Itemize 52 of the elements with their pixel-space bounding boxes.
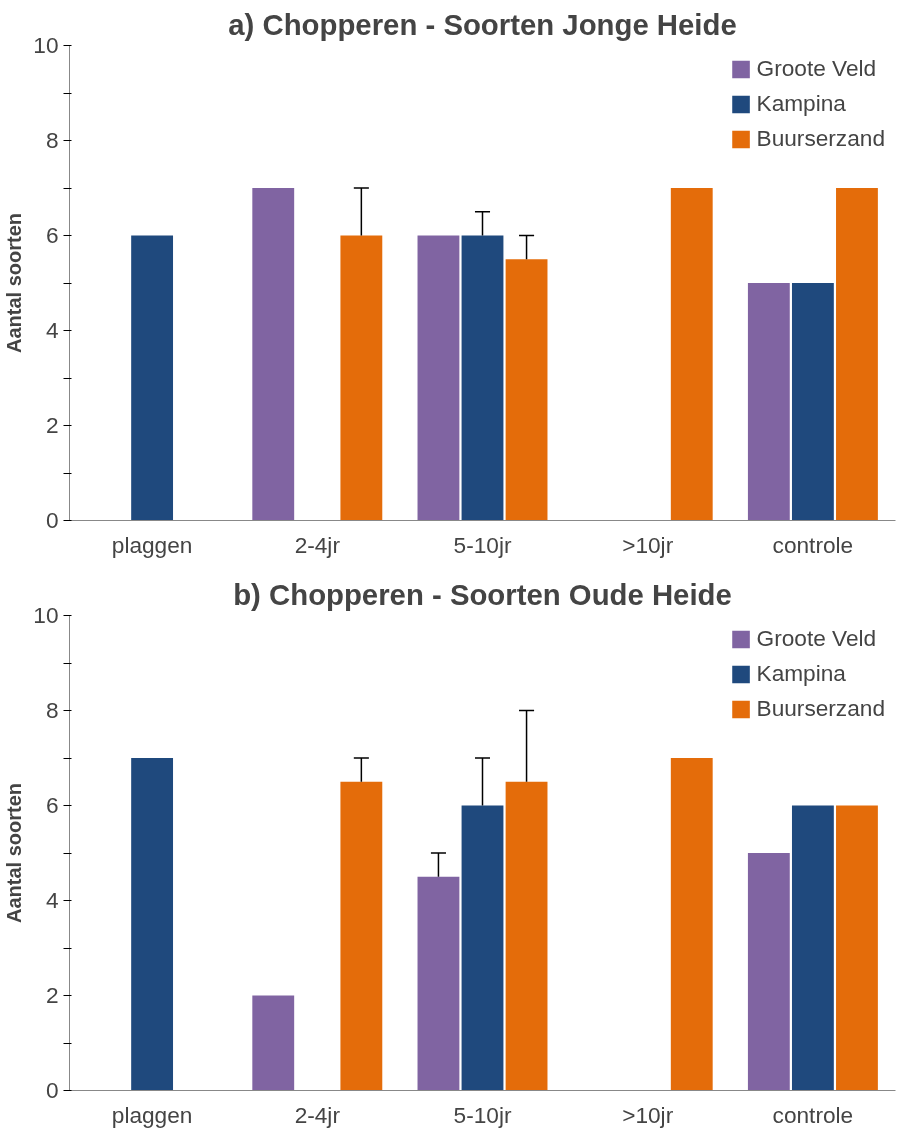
y-tick-label: 6 [45, 222, 59, 248]
bar [252, 995, 295, 1091]
bar [505, 259, 548, 521]
y-tick-label: 2 [45, 412, 59, 438]
chart-title: b) Chopperen - Soorten Oude Heide [233, 577, 732, 611]
bar [747, 283, 790, 521]
y-tick-label: 4 [45, 887, 59, 913]
bar [417, 876, 460, 1091]
x-tick-label: controle [772, 1101, 854, 1128]
y-tick-label: 10 [33, 602, 59, 628]
x-tick-label: >10jr [622, 1101, 674, 1128]
bar [505, 781, 548, 1091]
bar [791, 283, 834, 521]
y-tick-label: 2 [45, 982, 59, 1008]
bar [461, 805, 504, 1091]
legend-label: Buurserzand [756, 125, 885, 152]
bar [131, 235, 174, 521]
y-axis-title: Aantal soorten [3, 782, 26, 924]
x-tick-label: 5-10jr [453, 531, 512, 558]
bar [252, 188, 295, 521]
y-tick-label: 4 [45, 317, 59, 343]
chart-title: a) Chopperen - Soorten Jonge Heide [228, 7, 737, 41]
x-tick-label: 5-10jr [453, 1101, 512, 1128]
x-tick-label: plaggen [111, 531, 193, 558]
bar [747, 853, 790, 1091]
x-tick-label: 2-4jr [294, 531, 341, 558]
y-tick-label: 6 [45, 792, 59, 818]
legend-label: Kampina [756, 660, 846, 687]
bar [836, 805, 878, 1091]
y-tick-label: 0 [45, 507, 59, 533]
legend-label: Groote Veld [756, 625, 877, 652]
x-tick-label: 2-4jr [294, 1101, 341, 1128]
x-tick-label: plaggen [111, 1101, 193, 1128]
x-tick-label: >10jr [622, 531, 674, 558]
bar [417, 235, 460, 521]
y-tick-label: 10 [33, 32, 59, 58]
bar [340, 781, 383, 1091]
bar [131, 758, 174, 1091]
y-axis-title: Aantal soorten [3, 212, 26, 354]
legend-label: Buurserzand [756, 695, 885, 722]
legend-label: Kampina [756, 90, 846, 117]
legend-label: Groote Veld [756, 55, 877, 82]
bar [461, 235, 504, 521]
bar [791, 805, 834, 1091]
bar [670, 188, 713, 521]
y-tick-label: 0 [45, 1077, 59, 1103]
y-tick-label: 8 [45, 127, 59, 153]
bar [340, 235, 383, 521]
y-tick-label: 8 [45, 697, 59, 723]
bar [670, 758, 713, 1091]
x-tick-label: controle [772, 531, 854, 558]
bar [836, 188, 878, 521]
